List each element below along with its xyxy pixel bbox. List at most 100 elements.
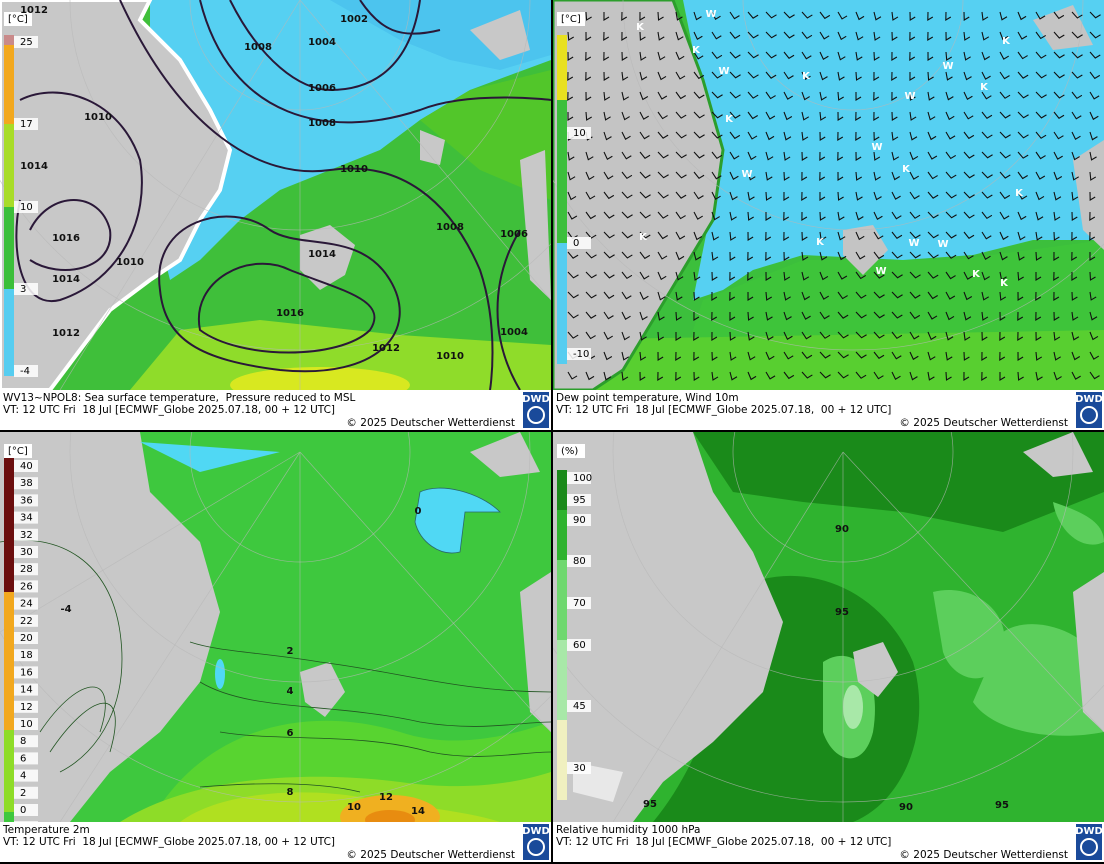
- contour-label: 0: [415, 506, 422, 517]
- wind-barb: [927, 171, 938, 180]
- colorbar-segment: [557, 35, 567, 100]
- wind-barb: [603, 191, 615, 200]
- wind-barb: [855, 351, 867, 359]
- contour-label: 1012: [52, 328, 80, 339]
- wind-barb: [1053, 251, 1060, 261]
- wind-barb: [621, 351, 630, 361]
- colorbar-label: 10: [573, 128, 586, 139]
- wind-barb: [963, 251, 974, 260]
- wind-barb: [765, 151, 774, 161]
- caption-copyright: © 2025 Deutscher Wetterdienst: [346, 849, 515, 861]
- wind-barb: [711, 331, 718, 341]
- wind-barb: [711, 11, 721, 20]
- wind-barb: [1053, 71, 1065, 79]
- wind-barb: [927, 251, 939, 259]
- colorbar-label: 3: [20, 284, 26, 295]
- colorbar-label: 17: [20, 119, 33, 130]
- wind-barb: [945, 51, 952, 61]
- caption-title: Relative humidity 1000 hPa: [556, 824, 700, 836]
- wind-barb: [693, 291, 700, 301]
- wind-barb: [963, 311, 972, 321]
- colorbar-label: 70: [573, 598, 586, 609]
- wind-barb: [1089, 371, 1100, 380]
- wind-barb: [657, 211, 669, 219]
- wind-barb: [1017, 251, 1025, 261]
- wind-barb: [603, 291, 615, 299]
- wind-barb: [585, 51, 592, 61]
- wind-barb: [981, 371, 988, 381]
- tick-bg: [567, 472, 591, 484]
- wind-barb: [801, 71, 811, 80]
- wind-barb: [819, 251, 828, 261]
- wind-barb: [999, 111, 1011, 119]
- wind-barb: [675, 151, 687, 159]
- wind-barb: [585, 371, 595, 381]
- wind-barb: [1089, 331, 1099, 341]
- wind-barb: [585, 251, 597, 259]
- colorbar-label: 20: [20, 633, 33, 644]
- contour-label: 90: [899, 802, 913, 813]
- wind-barb: [567, 31, 574, 41]
- wind-barb: [639, 211, 651, 219]
- wind-barb: [873, 331, 885, 339]
- wind-barb: [747, 111, 758, 120]
- colorbar-label: 22: [20, 616, 33, 627]
- contour-label: 1016: [52, 233, 80, 244]
- caption-vt: VT: 12 UTC Fri 18 Jul [ECMWF_Globe 2025.…: [556, 404, 891, 416]
- wind-barb: [855, 211, 864, 221]
- wind-barb: [639, 191, 651, 199]
- contour-label: 12: [379, 792, 393, 803]
- colorbar-segment: [557, 720, 567, 800]
- wind-barb: [747, 371, 757, 381]
- wind-barb: [963, 291, 973, 301]
- wind-barb: [1053, 131, 1064, 140]
- wind-barb: [819, 11, 831, 20]
- wind-barb: [891, 351, 902, 360]
- wind-barb: [927, 11, 934, 21]
- contour-label: K: [980, 82, 989, 93]
- wind-barb: [567, 371, 578, 380]
- wind-barb: [747, 11, 759, 19]
- wind-barb: [639, 351, 647, 361]
- caption-vt: VT: 12 UTC Fri 18 Jul [ECMWF_Globe 2025.…: [3, 404, 335, 416]
- wind-barb: [1071, 351, 1081, 361]
- colorbar-label: 40: [20, 461, 33, 472]
- wind-barb: [729, 51, 741, 59]
- wind-barb: [891, 231, 903, 240]
- wind-barb: [981, 71, 991, 80]
- colorbar-label: 8: [20, 736, 26, 747]
- wind-barb: [1053, 311, 1060, 321]
- wind-barb: [639, 291, 649, 301]
- wind-barb: [999, 211, 1010, 220]
- wind-barb: [711, 271, 718, 281]
- tick-bg: [14, 477, 38, 490]
- wind-barb: [891, 11, 899, 21]
- wind-barb: [1053, 211, 1061, 221]
- wind-barb: [639, 71, 648, 81]
- wind-barb: [621, 251, 633, 259]
- contour-label: -4: [60, 604, 71, 615]
- wind-barb: [603, 31, 610, 41]
- wind-barb: [729, 351, 737, 361]
- wind-barb: [927, 151, 938, 160]
- colorbar-label: 0: [20, 805, 26, 816]
- panel-t2m: [0, 432, 551, 822]
- colorbar-segment: [4, 592, 14, 730]
- wind-barb: [657, 31, 665, 41]
- wind-barb: [837, 371, 849, 379]
- wind-barb: [621, 151, 632, 160]
- map: [553, 0, 1104, 390]
- wind-barb: [1053, 111, 1065, 119]
- logo: DWD: [522, 394, 550, 405]
- wind-barb: [603, 231, 615, 239]
- wind-barb: [711, 251, 719, 261]
- wind-barb: [801, 171, 808, 181]
- wind-barb: [855, 71, 862, 81]
- colorbar-label: 14: [20, 685, 33, 696]
- wind-barb: [1017, 231, 1026, 241]
- wind-barb: [909, 331, 920, 340]
- colorbar-label: 28: [20, 564, 33, 575]
- wind-barb: [1071, 51, 1083, 59]
- wind-barb: [711, 191, 721, 200]
- wind-barb: [873, 371, 884, 380]
